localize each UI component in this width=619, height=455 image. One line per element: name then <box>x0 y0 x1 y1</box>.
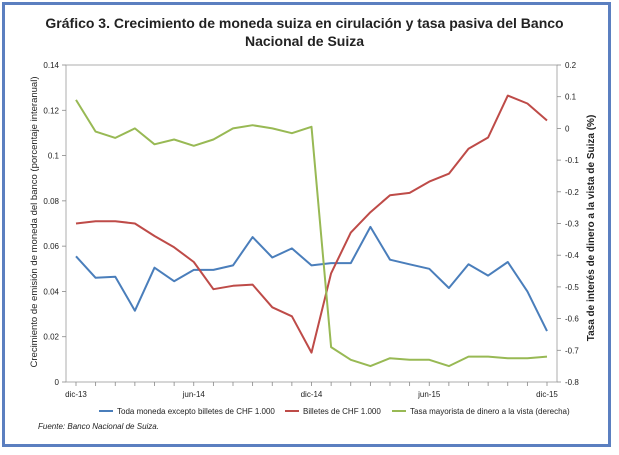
legend-label-all-currency: Toda moneda excepto billetes de CHF 1.00… <box>117 407 275 416</box>
series-line-rate <box>75 99 548 368</box>
y-right-tick-label: 0.1 <box>565 93 577 102</box>
x-tick-label: dic-14 <box>301 390 323 399</box>
y-axis-right-label: Tasa de interés de dinero a la vista de … <box>586 115 597 342</box>
y-right-tick-label: 0.2 <box>565 61 577 70</box>
series-lines <box>75 94 548 368</box>
y-right-tick-label: 0 <box>565 124 570 133</box>
y-left-tick-label: 0.04 <box>43 287 59 296</box>
y-right-tick-label: -0.5 <box>565 283 579 292</box>
left-axis: 0 0.02 0.04 0.06 0.08 0.1 0.12 0.14 <box>43 61 66 387</box>
y-right-tick-label: -0.2 <box>565 188 579 197</box>
chart-title-line2: Nacional de Suiza <box>244 33 365 49</box>
legend-label-chf1000: Billetes de CHF 1.000 <box>303 407 381 416</box>
y-left-tick-label: 0.14 <box>43 61 59 70</box>
y-right-tick-label: -0.1 <box>565 156 579 165</box>
y-left-tick-label: 0 <box>55 378 60 387</box>
chart-title-line1: Gráfico 3. Crecimiento de moneda suiza e… <box>45 15 564 31</box>
chart-frame <box>2 2 611 447</box>
right-axis: 0.2 0.1 0 -0.1 -0.2 -0.3 -0.4 -0.5 -0.6 -0.7 -0.8 <box>557 61 579 387</box>
y-left-tick-label: 0.1 <box>48 152 60 161</box>
legend-label-rate: Tasa mayorista de dinero a la vista (der… <box>410 407 570 416</box>
legend: Toda moneda excepto billetes de CHF 1.00… <box>99 407 570 416</box>
x-tick-label: jun-14 <box>182 390 206 399</box>
y-right-tick-label: -0.4 <box>565 251 579 260</box>
x-tick-label: jun-15 <box>417 390 441 399</box>
source-note: Fuente: Banco Nacional de Suiza. <box>38 422 159 431</box>
y-left-tick-label: 0.08 <box>43 197 59 206</box>
y-left-tick-label: 0.06 <box>43 242 59 251</box>
x-axis: dic-13 jun-14 dic-14 jun-15 dic-15 <box>65 382 558 399</box>
y-right-tick-label: -0.8 <box>565 378 579 387</box>
plot-area <box>65 64 558 383</box>
chart-title: Gráfico 3. Crecimiento de moneda suiza e… <box>0 14 609 50</box>
y-left-tick-label: 0.02 <box>43 333 59 342</box>
y-right-tick-label: -0.6 <box>565 315 579 324</box>
y-left-tick-label: 0.12 <box>43 106 59 115</box>
series-line-all-currency <box>75 225 548 332</box>
x-tick-label: dic-15 <box>536 390 558 399</box>
y-right-tick-label: -0.3 <box>565 220 579 229</box>
y-right-tick-label: -0.7 <box>565 346 579 355</box>
y-axis-left-label: Crecimiento de emisión de moneda del ban… <box>29 77 40 368</box>
x-tick-label: dic-13 <box>65 390 87 399</box>
